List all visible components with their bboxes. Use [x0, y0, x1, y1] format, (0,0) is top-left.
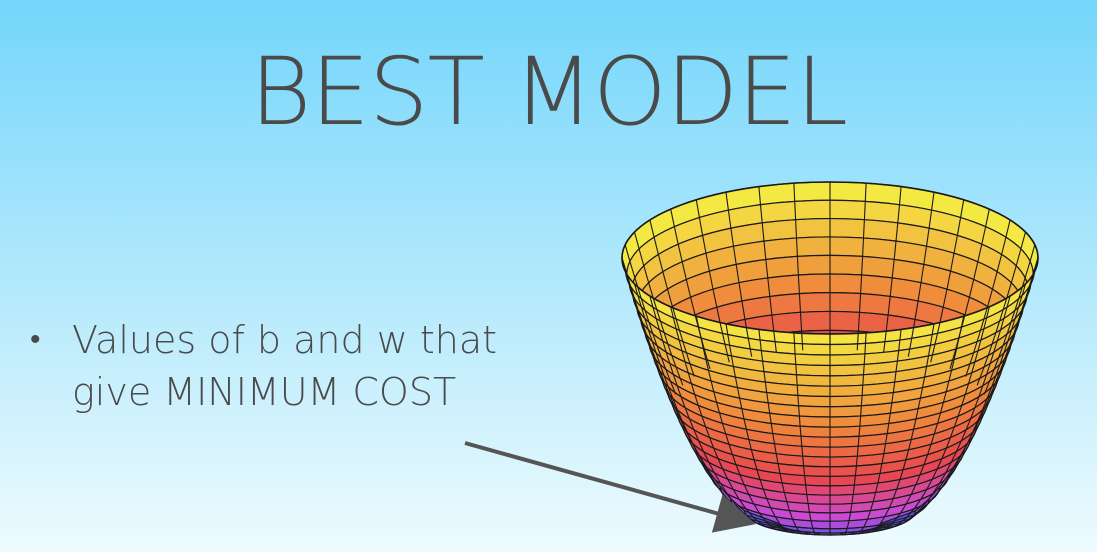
paraboloid-bowl: [621, 181, 1039, 536]
inner-meridian-line: [856, 183, 867, 351]
bullet-line-1: Values of b and w that: [72, 318, 498, 362]
meridian-line: [863, 316, 965, 532]
meridian-line: [758, 329, 813, 535]
meridian-line: [725, 323, 805, 533]
inner-meridian-line: [930, 199, 965, 363]
meridian-line: [855, 323, 935, 533]
inner-meridian-line: [624, 244, 677, 395]
inner-meridian-line: [949, 208, 990, 370]
inner-meridian-line: [649, 219, 695, 377]
meridian-line: [847, 329, 902, 535]
meridian-line: [881, 271, 1036, 526]
inner-meridian-line: [633, 231, 684, 386]
inner-meridian-line: [907, 192, 935, 357]
inner-meridian-line: [965, 219, 1011, 377]
arrow-to-minimum-icon: [464, 441, 756, 533]
slide-title: BEST MODEL: [249, 38, 848, 147]
meridian-line: [633, 283, 782, 527]
bullet-line-2: give MINIMUM COST: [72, 370, 457, 414]
inner-meridian-line: [793, 183, 804, 351]
meridian-line: [793, 332, 822, 536]
inner-meridian-line: [983, 244, 1036, 395]
inner-meridian-line: [695, 199, 730, 363]
inner-meridian-line: [976, 231, 1027, 386]
inner-meridian-line: [670, 208, 711, 370]
right-edge-strip: [1097, 0, 1105, 552]
meridian-line: [874, 295, 1011, 529]
inner-meridian-line: [725, 192, 753, 357]
inner-meridian-line: [883, 186, 902, 353]
meridian-line: [869, 306, 990, 530]
bowl-rim: [621, 181, 1039, 335]
inner-meridian-line: [758, 186, 777, 353]
bullet-dot-icon: •: [30, 322, 41, 357]
meridian-line: [838, 332, 867, 536]
bullet-text: Values of b and w that give MINIMUM COST: [72, 314, 512, 418]
